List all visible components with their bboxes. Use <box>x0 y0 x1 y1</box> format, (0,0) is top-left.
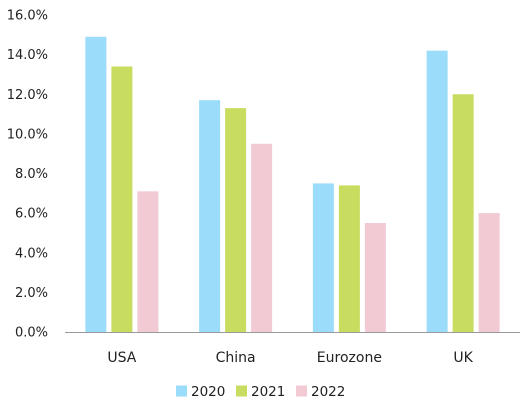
x-tick-label: UK <box>453 350 473 366</box>
y-tick-label: 0.0% <box>15 326 48 341</box>
y-tick-label: 2.0% <box>15 286 48 301</box>
bar-china-2021 <box>225 108 247 333</box>
x-tick-label: Eurozone <box>317 350 382 366</box>
y-tick-label: 10.0% <box>7 127 48 142</box>
bar-eurozone-2021 <box>338 185 360 332</box>
y-tick-label: 14.0% <box>7 48 48 63</box>
bar-china-2022 <box>251 143 273 332</box>
legend-label-2021: 2021 <box>251 384 285 400</box>
bar-uk-2022 <box>478 213 500 332</box>
bar-uk-2020 <box>426 50 448 332</box>
bar-eurozone-2022 <box>364 223 386 332</box>
legend-swatch-2022 <box>296 385 307 397</box>
bar-uk-2021 <box>452 94 474 332</box>
bars <box>85 36 500 333</box>
bar-china-2020 <box>199 100 221 332</box>
legend-label-2020: 2020 <box>191 384 225 400</box>
bar-usa-2022 <box>137 191 159 332</box>
x-tick-label: USA <box>107 350 136 366</box>
y-axis-ticks: 0.0% 2.0% 4.0% 6.0% 8.0% 10.0% 12.0% 14.0% 16.0% <box>7 9 48 341</box>
bar-eurozone-2020 <box>312 183 334 332</box>
y-tick-label: 4.0% <box>15 246 48 261</box>
y-tick-label: 8.0% <box>15 167 48 182</box>
y-tick-label: 6.0% <box>15 207 48 222</box>
y-tick-label: 12.0% <box>7 88 48 103</box>
bar-usa-2021 <box>111 66 133 332</box>
y-tick-label: 16.0% <box>7 9 48 24</box>
legend-label-2022: 2022 <box>311 384 345 400</box>
category-labels: USA China Eurozone UK <box>107 350 473 366</box>
legend-swatch-2021 <box>236 385 247 397</box>
legend: 2020 2021 2022 <box>176 384 345 400</box>
x-tick-label: China <box>216 350 256 366</box>
bar-usa-2020 <box>85 36 107 332</box>
legend-swatch-2020 <box>176 385 187 397</box>
